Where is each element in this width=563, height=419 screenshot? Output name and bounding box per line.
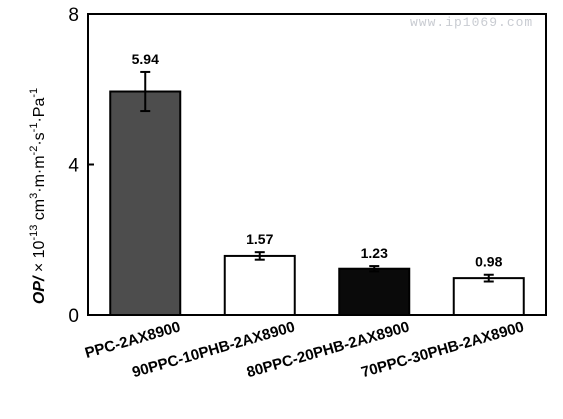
bar-1	[109, 90, 182, 316]
data-label-1: 5.94	[132, 51, 159, 67]
bar-3	[338, 267, 411, 317]
bar-4	[452, 277, 525, 317]
y-axis-label-symbol: OP/	[31, 275, 48, 304]
y-tick-label-0: 0	[68, 306, 79, 327]
y-axis-label-units-d: ·Pa	[31, 98, 48, 123]
y-tick-label-4: 4	[68, 156, 79, 177]
y-axis-label-units-c: ·s	[31, 132, 48, 145]
watermark: www.ip1069.com	[410, 15, 533, 30]
data-label-4: 0.98	[475, 254, 502, 270]
y-axis-label-units-b: ·m·m	[31, 155, 48, 192]
bar-2	[223, 254, 296, 317]
y-axis-label-exp-4: -1	[28, 123, 40, 133]
y-axis-label-exp-1: -13	[28, 225, 40, 241]
y-axis-label-multiplier: × 10	[31, 240, 48, 276]
y-axis-label: OP/ × 10-13 cm3·m·m-2·s-1·Pa-1	[28, 88, 48, 304]
y-axis-label-exp-5: -1	[28, 88, 40, 98]
y-axis-label-units-a: cm	[31, 199, 48, 225]
y-axis-label-exp-3: -2	[28, 146, 40, 156]
y-axis-label-exp-2: 3	[28, 193, 40, 199]
y-tick-label-8: 8	[68, 5, 79, 26]
data-label-3: 1.23	[361, 245, 388, 261]
data-label-2: 1.57	[246, 231, 273, 247]
